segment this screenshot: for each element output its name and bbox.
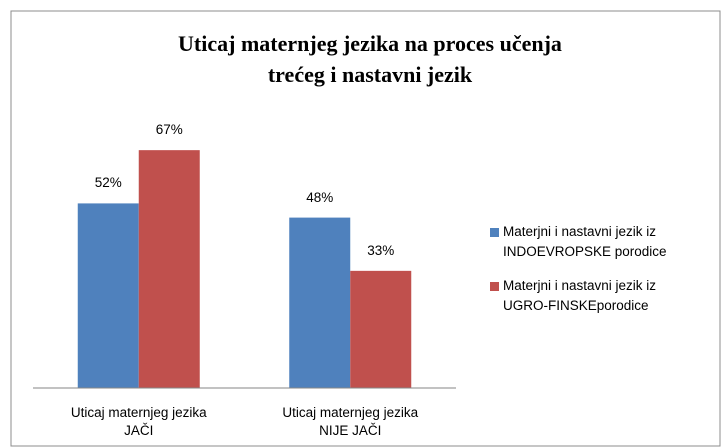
chart-title: Uticaj maternjeg jezika na proces učenja… xyxy=(178,31,562,87)
data-label: 33% xyxy=(367,242,395,258)
bar xyxy=(289,217,351,388)
legend-label: Materjni i nastavni jezik iz UGRO-FINSKE… xyxy=(503,278,657,313)
bar xyxy=(350,270,412,388)
data-label: 67% xyxy=(155,122,183,138)
bar xyxy=(138,150,200,388)
x-tick-label: Uticaj maternjeg jezika NIJE JAČI xyxy=(282,405,419,438)
data-label: 48% xyxy=(306,189,334,205)
legend-swatch xyxy=(490,282,499,291)
data-label: 52% xyxy=(94,175,122,191)
x-tick-label: Uticaj maternjeg jezika JAČI xyxy=(70,405,207,438)
legend-swatch xyxy=(490,228,499,237)
legend-label: Materjni i nastavni jezik iz INDOEVROPSK… xyxy=(503,224,667,259)
bar xyxy=(77,203,139,388)
